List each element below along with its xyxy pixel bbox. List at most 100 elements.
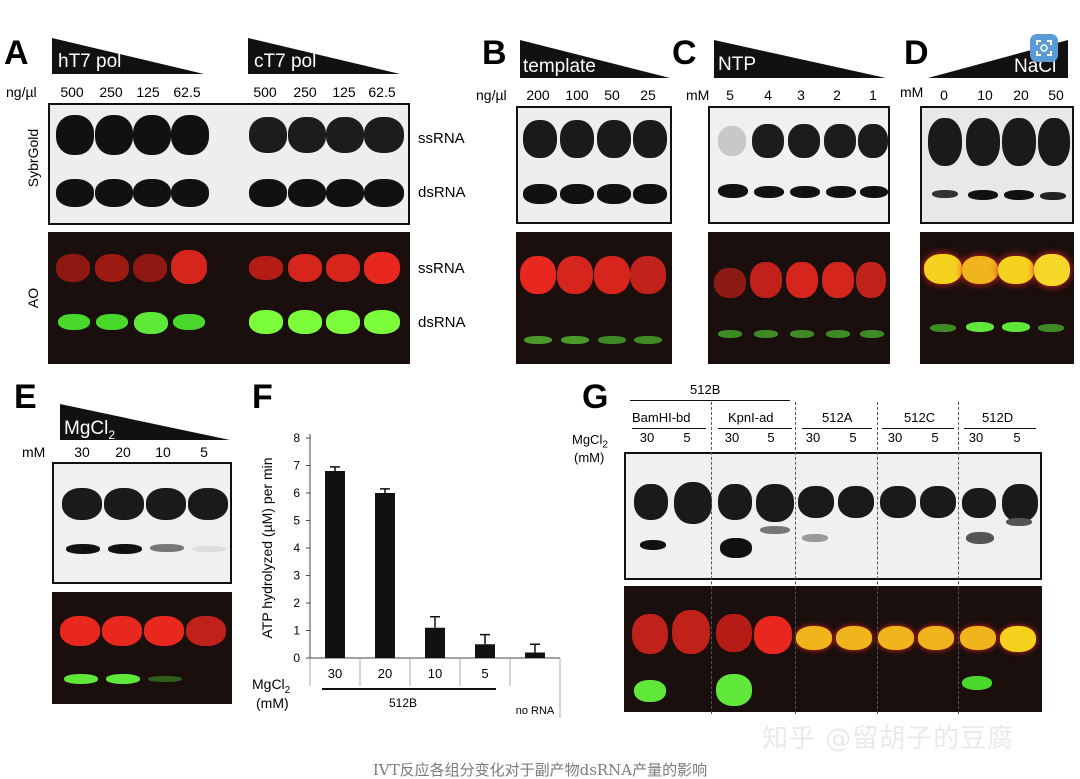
g-group-label: 512B — [690, 382, 721, 397]
gel-a-ao — [48, 232, 410, 364]
bar — [425, 627, 445, 658]
lane-divider — [711, 402, 712, 714]
gel-band — [718, 184, 748, 198]
wedge-htx7 — [52, 38, 204, 74]
y-tick-label: 6 — [293, 486, 300, 500]
unit-label-c: mM — [686, 87, 710, 103]
gel-band — [714, 268, 746, 298]
gel-band — [171, 250, 207, 284]
gel-band — [802, 534, 828, 542]
gel-band — [288, 310, 322, 334]
gel-band — [826, 330, 850, 338]
gel-band — [878, 626, 914, 650]
gel-band — [186, 616, 226, 646]
gel-a-sybrgold — [48, 103, 410, 225]
gel-band — [928, 118, 962, 166]
gel-band — [858, 124, 888, 158]
gel-band — [1034, 254, 1070, 286]
gel-band — [718, 330, 742, 338]
wedge-template — [520, 40, 670, 78]
lane-label: 10 — [155, 444, 171, 460]
chart-group-line — [322, 688, 496, 690]
gel-band — [326, 310, 360, 334]
gel-b-ao — [516, 232, 672, 364]
lane-divider — [958, 402, 959, 714]
chart-labels: 0 1 2 3 4 5 6 7 8 ATP hydrolyzed (µM) per min 30 20… — [259, 431, 555, 717]
lane-label: 5 — [931, 430, 939, 445]
gel-band — [62, 488, 102, 520]
gel-band — [56, 179, 94, 207]
g-sub-line — [632, 428, 706, 429]
gel-band — [822, 262, 854, 298]
lane-label: 10 — [977, 87, 993, 103]
gel-band — [144, 616, 184, 646]
lane-label: 25 — [640, 87, 656, 103]
gel-band — [102, 616, 142, 646]
x-category-label: no RNA — [516, 705, 555, 717]
gel-band — [824, 124, 856, 158]
gel-band — [249, 310, 283, 334]
g-sub-label: 512A — [822, 410, 853, 425]
gel-band — [998, 256, 1034, 284]
wedge-mgcl2-e — [60, 404, 230, 440]
g-sub-label: BamHI-bd — [632, 410, 691, 425]
gel-band — [108, 544, 142, 554]
gel-band — [188, 488, 228, 520]
gel-band — [633, 120, 667, 158]
gel-band — [192, 546, 226, 552]
panel-label-c: C — [672, 34, 697, 72]
lane-label: 5 — [200, 444, 208, 460]
gel-band — [557, 256, 593, 294]
gel-band — [860, 330, 884, 338]
gel-band — [1038, 324, 1064, 332]
gel-band — [597, 120, 631, 158]
gel-band — [95, 179, 133, 207]
band-label-ssrna-top: ssRNA — [418, 130, 465, 147]
gel-band — [171, 115, 209, 155]
gel-band — [672, 610, 710, 654]
gel-g-ao — [624, 586, 1042, 712]
gel-band — [1006, 518, 1032, 526]
gel-band — [716, 674, 752, 706]
lane-label: 4 — [764, 87, 772, 103]
lane-label: 50 — [1048, 87, 1064, 103]
lane-label: 2 — [833, 87, 841, 103]
gel-band — [56, 115, 94, 155]
gel-band — [750, 262, 782, 298]
gel-band — [66, 544, 100, 554]
lane-divider — [877, 402, 878, 714]
gel-band — [104, 488, 144, 520]
gel-band — [720, 538, 752, 558]
mgcl-text: MgCl — [64, 418, 109, 439]
gel-band — [326, 117, 364, 153]
gel-band — [754, 616, 792, 654]
gel-band — [826, 186, 856, 198]
g-sub-label: 512D — [982, 410, 1014, 425]
gel-band — [960, 626, 996, 650]
y-tick-label: 4 — [293, 541, 300, 555]
gel-band — [1040, 192, 1066, 200]
lane-label: 5 — [683, 430, 691, 445]
lane-label: 500 — [253, 84, 277, 100]
lane-label: 5 — [767, 430, 775, 445]
scan-icon[interactable] — [1030, 34, 1058, 62]
stain-label-sybrgold: SybrGold — [25, 128, 41, 188]
mgcl-subscript: 2 — [602, 439, 608, 451]
gel-band — [249, 256, 283, 280]
gel-band — [58, 314, 90, 330]
band-label-ssrna-bottom: ssRNA — [418, 260, 465, 277]
gel-band — [288, 179, 326, 207]
y-tick-label: 0 — [293, 651, 300, 665]
lane-label: 50 — [604, 87, 620, 103]
y-tick-label: 2 — [293, 596, 300, 610]
lane-label: 1 — [869, 87, 877, 103]
g-sub-line — [802, 428, 872, 429]
gel-d-ao — [920, 232, 1074, 364]
g-sub-label: KpnI-ad — [728, 410, 774, 425]
gel-band — [1000, 626, 1036, 652]
gel-band — [133, 179, 171, 207]
mgcl-subscript: 2 — [284, 684, 291, 696]
gel-band — [918, 626, 954, 650]
gel-band — [788, 124, 820, 158]
lane-label: 30 — [724, 430, 740, 445]
